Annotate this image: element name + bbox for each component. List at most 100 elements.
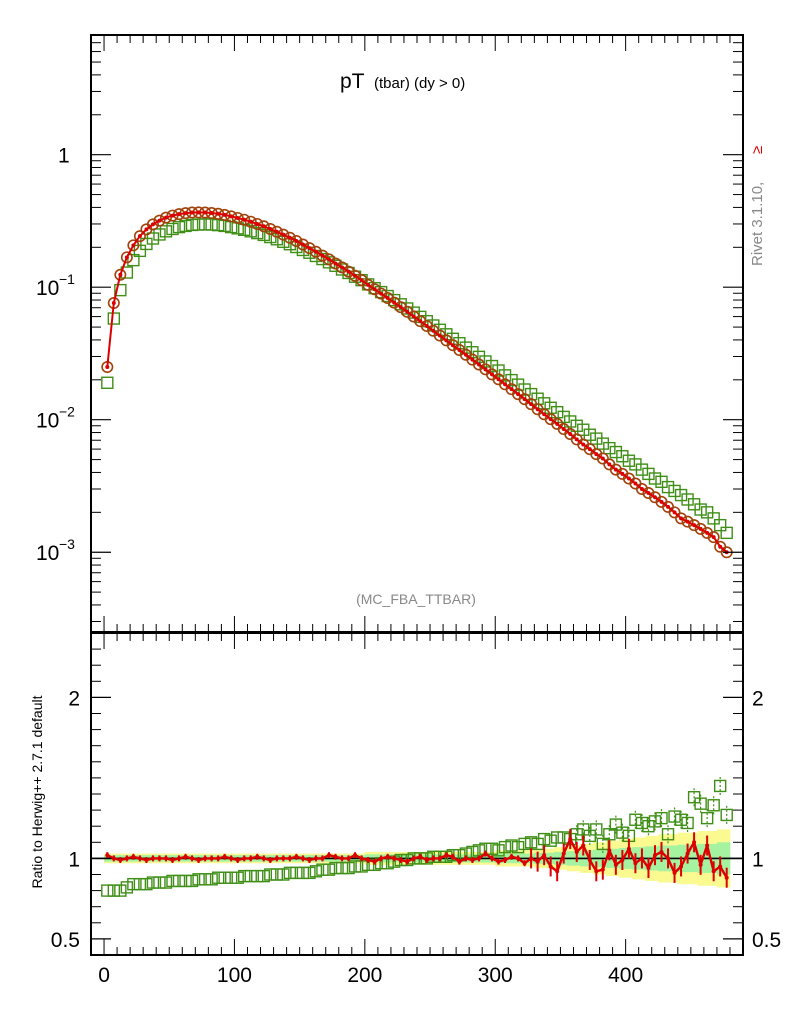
ratio-point-herwig-default [574,849,579,854]
ratio-point-variant-square [179,874,192,888]
data-point-herwig-default [431,328,436,333]
ratio-point-herwig-default [581,843,586,848]
data-point-variant-square [668,484,681,498]
ratio-point-variant-square [694,797,707,810]
data-point-herwig-default [131,243,136,248]
data-point-herwig-default [516,392,521,397]
data-point-variant-square [257,228,270,242]
data-point-herwig-default [235,215,240,220]
data-point-herwig-default [150,222,155,227]
ratio-point-variant-square [681,816,694,830]
ratio-point-variant-square [107,884,121,897]
data-point-herwig-default [105,364,110,369]
data-point-variant-circle [244,215,257,228]
ratio-point-herwig-default [411,856,416,861]
data-point-variant-square [146,232,160,245]
rivet-label-group: Rivet 3.1.10, ≥ [749,146,766,266]
data-point-variant-circle [238,213,251,226]
ratio-xtick-label: 200 [347,964,382,987]
data-point-herwig-default [340,265,345,270]
data-point-variant-square [244,225,257,238]
data-point-herwig-default [685,519,690,524]
data-point-variant-circle [277,228,290,241]
data-point-herwig-default [379,291,384,296]
ratio-ytick-label: 2 [68,687,80,710]
data-point-herwig-default [163,215,168,220]
ratio-point-herwig-default [529,856,534,861]
ratio-point-herwig-default [535,859,540,864]
data-point-herwig-default [509,387,514,392]
ratio-point-herwig-default [398,858,403,863]
data-point-herwig-default [600,456,605,461]
ratio-point-herwig-default [679,864,684,869]
ratio-point-herwig-default [124,856,129,861]
ratio-point-herwig-default [294,854,299,859]
data-point-variant-square [498,369,512,382]
data-point-herwig-default [144,227,149,232]
ratio-point-variant-square [244,869,257,883]
ratio-point-herwig-default [503,858,508,863]
data-point-herwig-default [718,544,723,549]
data-point-variant-square [107,312,121,325]
data-point-herwig-default [587,447,592,452]
data-point-variant-square [622,454,636,467]
data-point-variant-square [661,480,675,494]
ratio-point-herwig-default [424,858,429,863]
ratio-point-herwig-default [209,856,214,861]
ratio-point-variant-square [537,832,551,846]
data-point-herwig-default [476,362,481,367]
data-point-variant-square [531,392,544,405]
ratio-point-variant-square [511,840,525,854]
data-point-herwig-default [405,309,410,314]
data-point-herwig-default [229,214,234,219]
data-point-herwig-default [463,352,468,357]
ratio-point-variant-square [101,884,114,897]
ratio-point-herwig-default [639,856,644,861]
ratio-point-variant-square [700,811,714,825]
ratio-point-variant-square [550,831,564,844]
data-point-herwig-default [216,211,221,216]
data-point-herwig-default [320,253,325,258]
ratio-point-variant-square [335,861,349,875]
ratio-point-variant-square [211,871,225,884]
main-ytick-label: 10 [36,277,59,300]
ratio-point-herwig-default [307,858,312,863]
data-point-variant-square [616,450,629,463]
data-point-herwig-default [385,296,390,301]
ratio-point-variant-square [127,877,140,891]
ratio-point-variant-square [231,871,244,884]
data-point-variant-square [211,218,225,232]
data-point-herwig-default [503,382,508,387]
data-point-herwig-default [248,219,253,224]
ratio-point-herwig-default [457,859,462,864]
data-point-variant-circle [133,230,146,243]
data-point-variant-circle [120,251,133,264]
data-point-variant-circle [283,231,296,244]
ratio-point-herwig-default [261,856,266,861]
data-point-variant-square [674,488,688,502]
ratio-point-variant-square [577,823,590,836]
ratio-point-variant-square [348,860,362,873]
data-point-variant-square [172,220,186,234]
data-point-variant-square [505,373,518,387]
ratio-point-variant-square [603,828,616,841]
data-point-herwig-default [111,300,116,305]
data-point-herwig-default [203,210,208,215]
ratio-point-variant-square [224,871,238,884]
ratio-point-herwig-default [320,856,325,861]
data-point-variant-square [198,218,212,231]
data-point-variant-square [596,437,610,450]
data-point-herwig-default [268,226,273,231]
data-point-herwig-default [496,377,501,382]
ratio-point-variant-square [674,813,688,826]
data-point-variant-circle [159,211,172,224]
data-point-herwig-default [118,272,123,277]
ratio-ytick-label: 0.5 [51,929,80,952]
data-point-herwig-default [652,495,657,500]
main-frame [90,34,744,633]
data-point-herwig-default [666,504,671,509]
data-point-herwig-default [242,217,247,222]
data-point-variant-square [485,359,499,373]
data-point-herwig-default [548,417,553,422]
